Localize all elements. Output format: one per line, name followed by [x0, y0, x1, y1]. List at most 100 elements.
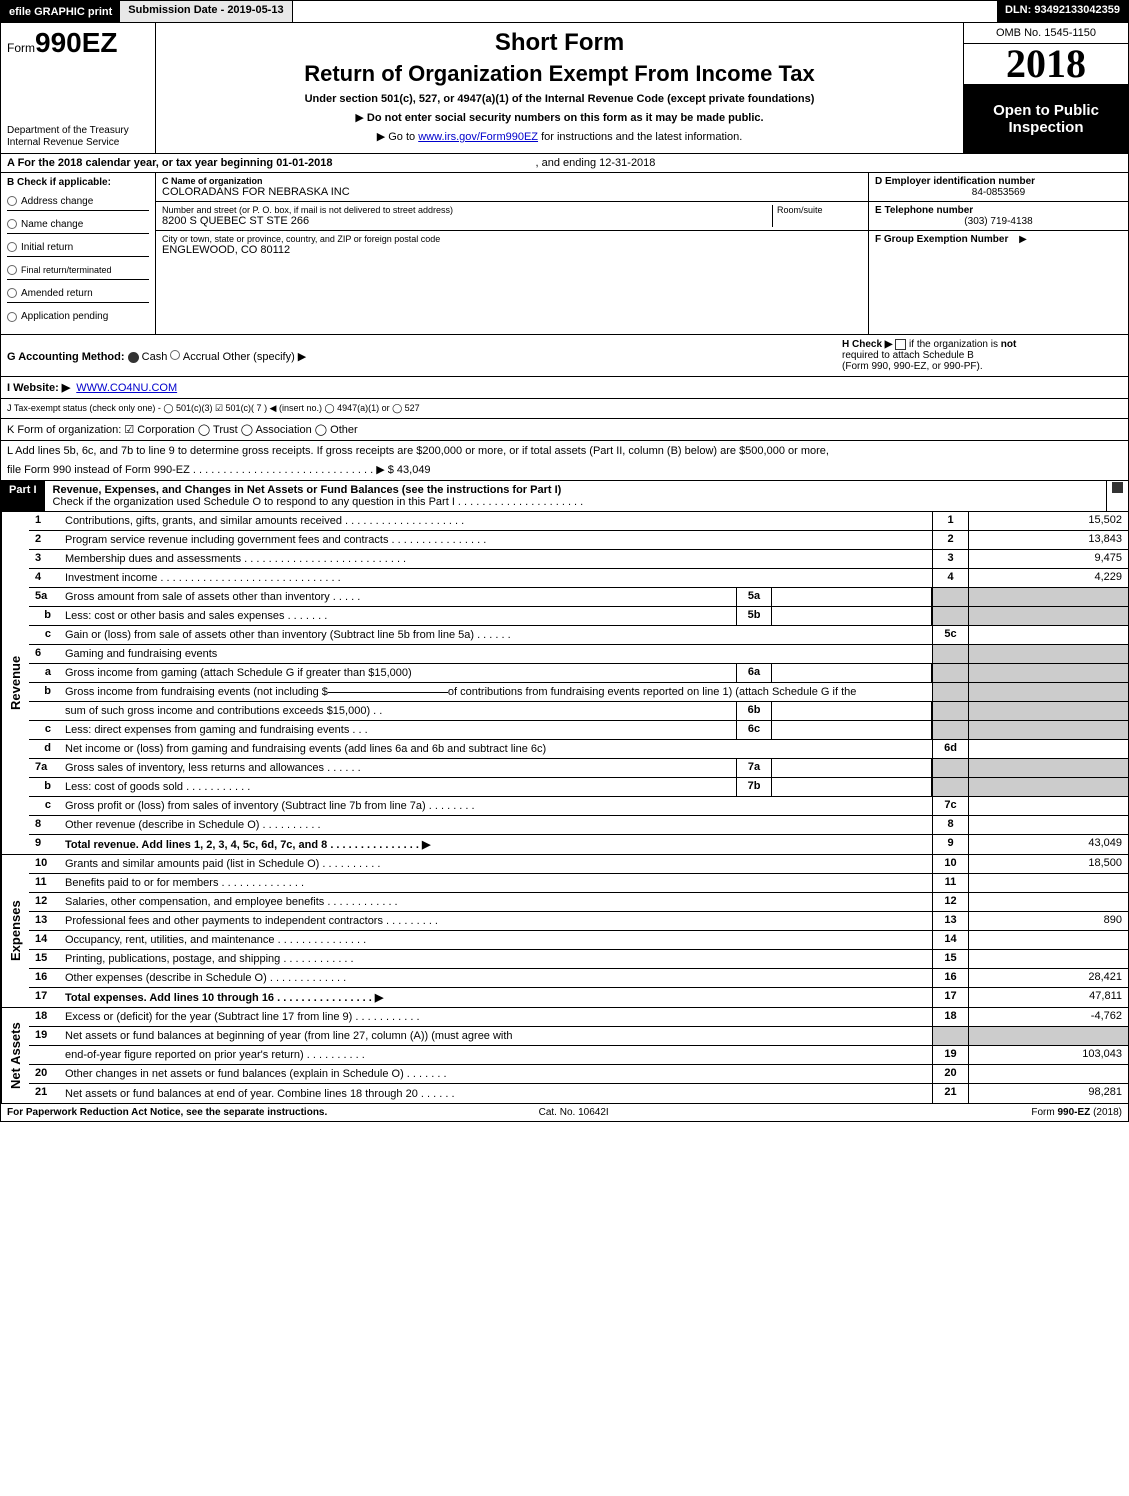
col-num: 14 — [932, 931, 968, 949]
line-desc: Other revenue (describe in Schedule O) .… — [61, 816, 932, 834]
inner-box: 5a — [736, 588, 772, 606]
check-amended-return[interactable]: Amended return — [7, 284, 149, 303]
inner-box: 6a — [736, 664, 772, 682]
revenue-body: 1Contributions, gifts, grants, and simil… — [29, 512, 1128, 854]
line-desc: Excess or (deficit) for the year (Subtra… — [61, 1008, 932, 1026]
line-desc: Gross sales of inventory, less returns a… — [61, 759, 736, 777]
line-7a: 7aGross sales of inventory, less returns… — [29, 759, 1128, 778]
irs-link[interactable]: www.irs.gov/Form990EZ — [418, 131, 538, 143]
e-label-text: E Telephone number — [875, 205, 973, 216]
col-shaded — [968, 702, 1128, 720]
h-text2: required to attach Schedule B — [842, 350, 1122, 361]
line-desc: Investment income . . . . . . . . . . . … — [61, 569, 932, 587]
col-val — [968, 816, 1128, 834]
line-desc: Less: cost or other basis and sales expe… — [61, 607, 736, 625]
check-label: Final return/terminated — [21, 265, 112, 275]
line-desc: Occupancy, rent, utilities, and maintena… — [61, 931, 932, 949]
h-checkbox[interactable] — [895, 339, 906, 350]
line-desc: Gross income from fundraising events (no… — [61, 683, 932, 701]
line-desc: Net assets or fund balances at end of ye… — [61, 1084, 932, 1103]
line-5c: cGain or (loss) from sale of assets othe… — [29, 626, 1128, 645]
col-num: 18 — [932, 1008, 968, 1026]
radio-cash-icon[interactable] — [128, 352, 139, 363]
city-cell: City or town, state or province, country… — [156, 231, 868, 259]
open-to-public: Open to Public Inspection — [964, 85, 1128, 153]
form-990ez: efile GRAPHIC print Submission Date - 20… — [0, 0, 1129, 1122]
part-1-label: Part I — [1, 481, 45, 511]
efile-print-button[interactable]: efile GRAPHIC print — [1, 1, 120, 22]
check-label: Name change — [21, 219, 83, 230]
part-1-subtitle: Check if the organization used Schedule … — [53, 496, 584, 508]
row-a-right-text: , and ending 12-31-2018 — [536, 157, 656, 169]
col-val — [968, 950, 1128, 968]
section-b-right: D Employer identification number 84-0853… — [868, 173, 1128, 334]
col-num: 20 — [932, 1065, 968, 1083]
g-cash: Cash — [142, 351, 168, 363]
footer-center: Cat. No. 10642I — [539, 1107, 609, 1118]
line-desc: Membership dues and assessments . . . . … — [61, 550, 932, 568]
website-link[interactable]: WWW.CO4NU.COM — [76, 382, 177, 394]
inner-val — [772, 607, 932, 625]
col-val — [968, 874, 1128, 892]
footer-left: For Paperwork Reduction Act Notice, see … — [7, 1107, 327, 1118]
line-15: 15Printing, publications, postage, and s… — [29, 950, 1128, 969]
check-initial-return[interactable]: Initial return — [7, 238, 149, 257]
org-name-cell: C Name of organization COLORADANS FOR NE… — [156, 173, 868, 202]
line-desc: end-of-year figure reported on prior yea… — [61, 1046, 932, 1064]
line-desc: Gross amount from sale of assets other t… — [61, 588, 736, 606]
city-value: ENGLEWOOD, CO 80112 — [162, 244, 862, 256]
col-num: 5c — [932, 626, 968, 644]
col-shaded — [968, 664, 1128, 682]
line-desc: Program service revenue including govern… — [61, 531, 932, 549]
line-17-desc: Total expenses. Add lines 10 through 16 … — [65, 991, 383, 1004]
check-name-change[interactable]: Name change — [7, 215, 149, 234]
c-label: C Name of organization — [162, 176, 862, 186]
line-9: 9Total revenue. Add lines 1, 2, 3, 4, 5c… — [29, 835, 1128, 854]
part-1-checkbox[interactable] — [1112, 482, 1123, 493]
inner-box: 7b — [736, 778, 772, 796]
col-shaded — [932, 1027, 968, 1045]
radio-accrual-icon[interactable] — [170, 350, 180, 360]
col-val: 15,502 — [968, 512, 1128, 530]
g-section: G Accounting Method: Cash Accrual Other … — [7, 348, 309, 363]
6b-pre: Gross income from fundraising events (no… — [65, 686, 328, 698]
col-num: 1 — [932, 512, 968, 530]
l-line-2: file Form 990 instead of Form 990-EZ . .… — [7, 463, 431, 476]
revenue-section: Revenue 1Contributions, gifts, grants, a… — [1, 512, 1128, 855]
instr-1-text: Do not enter social security numbers on … — [367, 112, 764, 124]
d-label-text: D Employer identification number — [875, 176, 1035, 187]
line-6d: dNet income or (loss) from gaming and fu… — [29, 740, 1128, 759]
row-website: I Website: ▶ WWW.CO4NU.COM — [1, 377, 1128, 399]
line-6: 6Gaming and fundraising events — [29, 645, 1128, 664]
check-application-pending[interactable]: Application pending — [7, 307, 149, 326]
check-final-return[interactable]: Final return/terminated — [7, 261, 149, 280]
col-num: 10 — [932, 855, 968, 873]
line-desc: Gross profit or (loss) from sales of inv… — [61, 797, 932, 815]
part-1-left: Part I Revenue, Expenses, and Changes in… — [1, 481, 1106, 511]
org-name: COLORADANS FOR NEBRASKA INC — [162, 186, 862, 198]
line-5b: bLess: cost or other basis and sales exp… — [29, 607, 1128, 626]
col-num: 4 — [932, 569, 968, 587]
line-desc: sum of such gross income and contributio… — [61, 702, 736, 720]
f-label: F Group Exemption Number — [875, 234, 1008, 245]
line-desc: Other changes in net assets or fund bala… — [61, 1065, 932, 1083]
form-prefix: Form — [7, 41, 35, 55]
b-label-text: B Check if applicable: — [7, 177, 111, 188]
check-address-change[interactable]: Address change — [7, 192, 149, 211]
line-13: 13Professional fees and other payments t… — [29, 912, 1128, 931]
line-desc: Salaries, other compensation, and employ… — [61, 893, 932, 911]
main-title: Return of Organization Exempt From Incom… — [164, 61, 955, 87]
line-10: 10Grants and similar amounts paid (list … — [29, 855, 1128, 874]
short-form-title: Short Form — [164, 29, 955, 57]
col-shaded — [932, 721, 968, 739]
col-shaded — [968, 588, 1128, 606]
inner-box: 7a — [736, 759, 772, 777]
radio-icon — [7, 312, 17, 322]
h-text1: if the organization is — [909, 339, 1001, 350]
col-shaded — [968, 683, 1128, 701]
6b-blank[interactable] — [328, 692, 448, 693]
g-other: Other (specify) ▶ — [223, 351, 307, 363]
instr-2: Go to www.irs.gov/Form990EZ for instruct… — [164, 130, 955, 143]
col-num: 2 — [932, 531, 968, 549]
line-desc: Gaming and fundraising events — [61, 645, 932, 663]
